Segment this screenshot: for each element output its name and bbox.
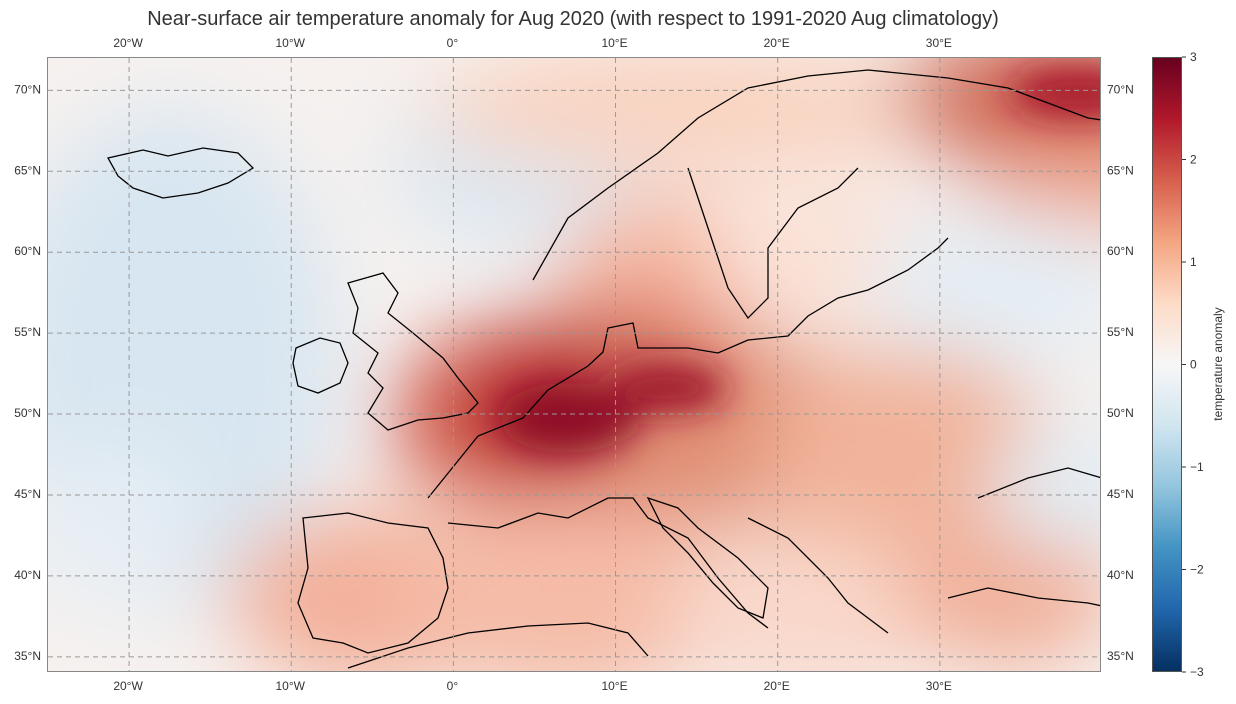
lat-tick-label-left: 40°N — [14, 568, 41, 582]
italy-coast — [646, 496, 769, 619]
lat-tick-label-right: 45°N — [1107, 487, 1134, 501]
lon-tick-label-bottom: 20°W — [113, 679, 143, 693]
north-africa-coast — [347, 622, 649, 669]
iberia-coast — [297, 512, 449, 654]
iceland-coast — [107, 147, 255, 199]
lat-tick-label-right: 65°N — [1107, 163, 1134, 177]
map-title: Near-surface air temperature anomaly for… — [147, 8, 999, 30]
scandinavia-coast — [532, 69, 1100, 281]
lat-tick-label-left: 45°N — [14, 487, 41, 501]
lat-tick-label-left: 55°N — [14, 325, 41, 339]
lon-tick-label-top: 10°W — [275, 36, 305, 50]
lon-tick-label-bottom: 0° — [447, 679, 459, 693]
lat-tick-label-left: 50°N — [14, 406, 41, 420]
colorbar-tick-label: 2 — [1190, 153, 1197, 167]
lon-tick-label-bottom: 10°E — [601, 679, 627, 693]
lat-tick-label-left: 35°N — [14, 649, 41, 663]
black-sea-coast — [977, 467, 1100, 499]
lon-tick-label-top: 20°W — [113, 36, 143, 50]
lon-tick-label-top: 10°E — [601, 36, 627, 50]
coastlines — [107, 69, 1100, 669]
lat-tick-label-right: 35°N — [1107, 649, 1134, 663]
anomaly-hotspots — [498, 68, 1100, 453]
sweden-bothnia-coast — [687, 167, 859, 320]
map-canvas[interactable] — [48, 58, 1101, 672]
colorbar-tick-label: 3 — [1190, 50, 1197, 64]
colorbar-tick-label: 0 — [1190, 358, 1197, 372]
lon-tick-label-top: 30°E — [926, 36, 952, 50]
balkans-coast — [747, 517, 889, 634]
lat-tick-label-right: 55°N — [1107, 325, 1134, 339]
lon-tick-label-bottom: 30°E — [926, 679, 952, 693]
colorbar-tick-label: 1 — [1190, 255, 1197, 269]
france-med-coast — [447, 497, 769, 629]
colorbar-tick-label: −1 — [1190, 460, 1204, 474]
lat-tick-label-left: 70°N — [14, 82, 41, 96]
lat-tick-label-right: 50°N — [1107, 406, 1134, 420]
colorbar-tick-label: −2 — [1190, 563, 1204, 577]
lat-tick-label-left: 60°N — [14, 244, 41, 258]
continent-coast — [427, 237, 949, 499]
lon-tick-label-bottom: 20°E — [764, 679, 790, 693]
colorbar-label: temperature anomaly — [1211, 307, 1225, 420]
lon-tick-label-top: 20°E — [764, 36, 790, 50]
lon-tick-label-top: 0° — [447, 36, 459, 50]
graticule — [48, 58, 1100, 671]
colorbar — [1152, 57, 1182, 672]
lat-tick-label-right: 60°N — [1107, 244, 1134, 258]
map-panel[interactable] — [47, 57, 1101, 672]
great-britain-coast — [347, 272, 479, 431]
lon-tick-label-bottom: 10°W — [275, 679, 305, 693]
colorbar-tick-label: −3 — [1190, 665, 1204, 679]
turkey-coast — [947, 587, 1100, 607]
lat-tick-label-right: 40°N — [1107, 568, 1134, 582]
ireland-coast — [292, 337, 349, 394]
lat-tick-label-right: 70°N — [1107, 82, 1134, 96]
lat-tick-label-left: 65°N — [14, 163, 41, 177]
